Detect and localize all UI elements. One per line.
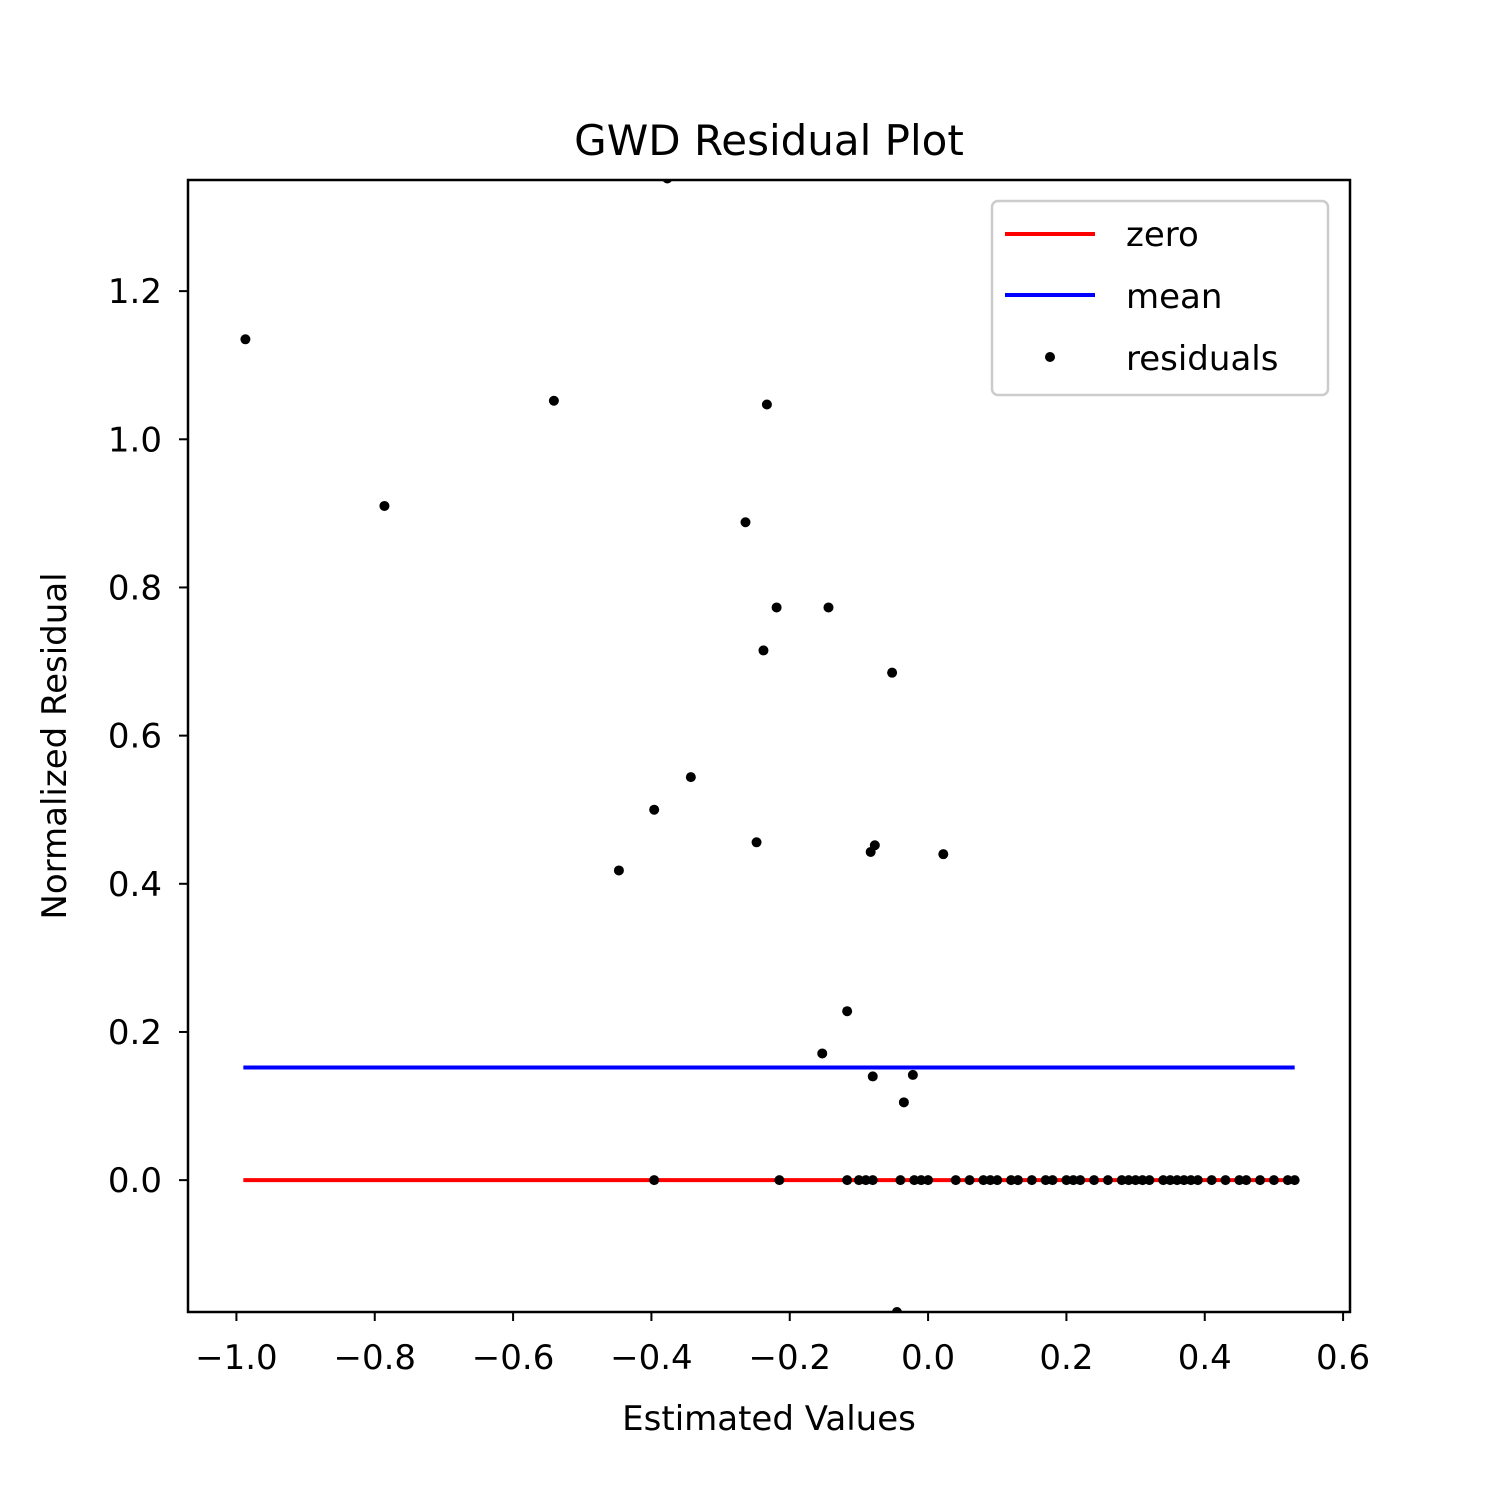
residual-point <box>1061 1175 1072 1186</box>
residual-point <box>817 1048 828 1059</box>
residual-point <box>379 500 390 511</box>
y-axis: 0.0 0.2 0.4 0.6 0.8 1.0 1.2 <box>108 272 188 1201</box>
x-tick-label: −1.0 <box>195 1338 278 1378</box>
residual-point <box>853 1175 864 1186</box>
residual-point <box>1241 1175 1252 1186</box>
residual-point <box>992 1175 1003 1186</box>
plot-area <box>240 180 1300 1312</box>
y-tick-label: 1.2 <box>108 272 162 312</box>
residual-point <box>1179 1175 1189 1186</box>
residual-point <box>1047 1175 1058 1186</box>
x-tick-label: 0.2 <box>1039 1338 1093 1378</box>
residual-point <box>978 1175 989 1186</box>
legend-zero-label: zero <box>1126 215 1199 255</box>
residual-point <box>1040 1175 1051 1186</box>
residual-point <box>1026 1175 1037 1186</box>
residual-point <box>649 804 660 815</box>
residual-point <box>1192 1175 1203 1186</box>
residual-point <box>964 1175 975 1186</box>
residual-point <box>1013 1175 1023 1186</box>
residual-point <box>1268 1175 1279 1186</box>
x-tick-label: 0.6 <box>1316 1338 1370 1378</box>
y-tick-label: 0.8 <box>108 568 162 608</box>
residual-point <box>938 849 949 860</box>
y-tick-label: 0.0 <box>108 1161 162 1201</box>
residual-point <box>740 517 751 528</box>
x-tick-label: −0.6 <box>472 1338 555 1378</box>
y-tick-label: 0.2 <box>108 1013 162 1053</box>
residual-point <box>1130 1175 1141 1186</box>
residual-point <box>1234 1175 1245 1186</box>
residual-point <box>898 1097 909 1108</box>
y-tick-label: 1.0 <box>108 420 162 460</box>
residual-point <box>1089 1175 1100 1186</box>
residual-point <box>923 1175 934 1186</box>
x-tick-label: −0.4 <box>610 1338 693 1378</box>
residual-point <box>867 1071 878 1082</box>
residual-point <box>1165 1175 1176 1186</box>
residual-point <box>842 1175 853 1186</box>
x-axis: −1.0 −0.8 −0.6 −0.4 −0.2 0.0 0.2 0.4 0.6 <box>195 1312 1370 1378</box>
residual-point <box>1006 1175 1017 1186</box>
residual-point <box>909 1175 920 1186</box>
residual-point <box>860 1175 871 1186</box>
residual-point <box>1220 1175 1231 1186</box>
residual-point <box>1206 1175 1217 1186</box>
residual-point <box>895 1175 906 1186</box>
residual-point <box>1102 1175 1113 1186</box>
y-tick-label: 0.4 <box>108 865 162 905</box>
legend-residuals-label: residuals <box>1126 339 1278 379</box>
residual-point <box>823 602 834 613</box>
legend-mean-label: mean <box>1126 277 1222 317</box>
plot-frame <box>186 178 1352 1314</box>
y-axis-label: Normalized Residual <box>35 572 75 919</box>
residual-point <box>774 1175 785 1186</box>
residual-point <box>1144 1175 1155 1186</box>
residual-point <box>1068 1175 1079 1186</box>
residual-point <box>1116 1175 1127 1186</box>
residual-point <box>916 1175 927 1186</box>
residual-point <box>842 1006 853 1017</box>
residual-point <box>887 667 898 678</box>
residual-point <box>771 602 782 613</box>
residual-point <box>1185 1175 1196 1186</box>
residual-point <box>950 1175 961 1186</box>
residual-point <box>758 645 769 656</box>
residual-point <box>613 865 624 876</box>
residual-point <box>907 1069 918 1080</box>
x-tick-label: 0.4 <box>1178 1338 1232 1378</box>
x-tick-label: 0.0 <box>901 1338 955 1378</box>
residual-point <box>1255 1175 1266 1186</box>
residual-point <box>649 1175 660 1186</box>
residual-point <box>751 837 762 848</box>
residual-point <box>548 395 559 406</box>
residual-point <box>985 1175 996 1186</box>
residual-point <box>1137 1175 1148 1186</box>
residual-point <box>685 772 696 783</box>
y-tick-label: 0.6 <box>108 717 162 757</box>
residual-point <box>1282 1175 1293 1186</box>
residual-point <box>865 846 876 857</box>
chart-title: GWD Residual Plot <box>574 116 964 165</box>
residual-point <box>1172 1175 1183 1186</box>
residual-point <box>1123 1175 1134 1186</box>
residual-point <box>1289 1175 1300 1186</box>
residual-point <box>240 334 251 345</box>
residual-point <box>867 1175 878 1186</box>
legend-box <box>990 199 1330 397</box>
x-axis-label: Estimated Values <box>622 1399 916 1439</box>
residual-point <box>761 399 772 410</box>
residual-point <box>1075 1175 1086 1186</box>
legend: zero mean residuals <box>990 199 1330 397</box>
x-tick-label: −0.2 <box>748 1338 831 1378</box>
x-tick-label: −0.8 <box>333 1338 416 1378</box>
legend-residuals-swatch <box>1045 352 1055 362</box>
residual-point <box>1158 1175 1169 1186</box>
